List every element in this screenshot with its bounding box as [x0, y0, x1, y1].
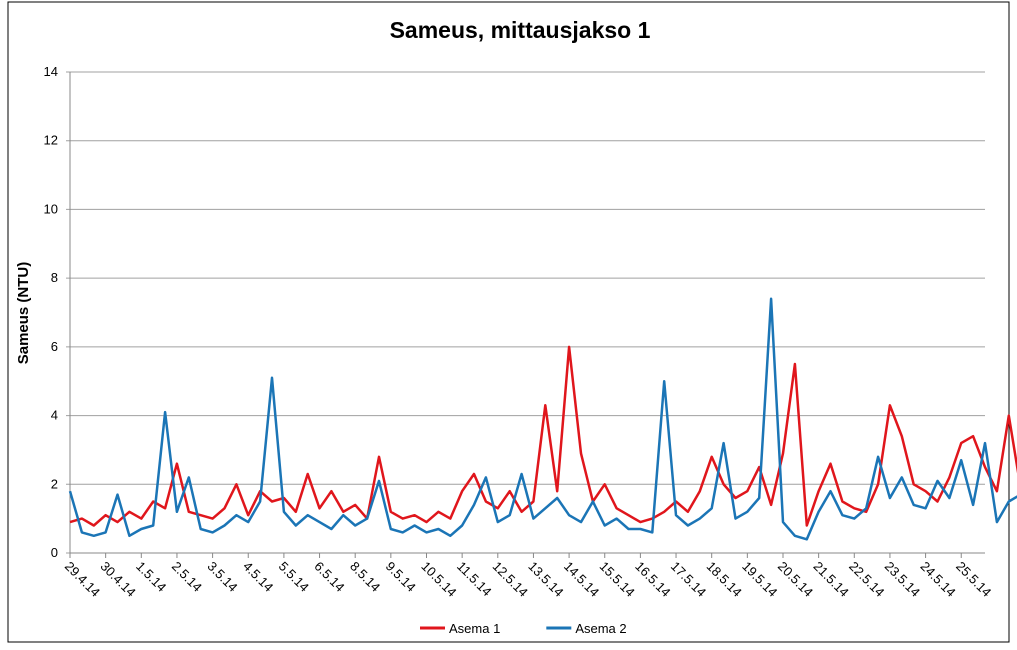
- y-tick-label: 10: [44, 201, 58, 216]
- y-axis-label: Sameus (NTU): [15, 262, 32, 365]
- y-tick-label: 6: [51, 339, 58, 354]
- y-tick-label: 12: [44, 133, 58, 148]
- series-line: [68, 297, 1017, 541]
- chart-frame: [7, 1, 1010, 643]
- y-tick-label: 4: [51, 408, 58, 423]
- y-tick-label: 8: [51, 270, 58, 285]
- legend-label: Asema 1: [449, 621, 500, 636]
- y-tick-label: 0: [51, 545, 58, 560]
- y-tick-label: 14: [44, 64, 58, 79]
- y-tick-label: 2: [51, 476, 58, 491]
- legend-label: Asema 2: [575, 621, 626, 636]
- chart-title: Sameus, mittausjakso 1: [390, 17, 651, 43]
